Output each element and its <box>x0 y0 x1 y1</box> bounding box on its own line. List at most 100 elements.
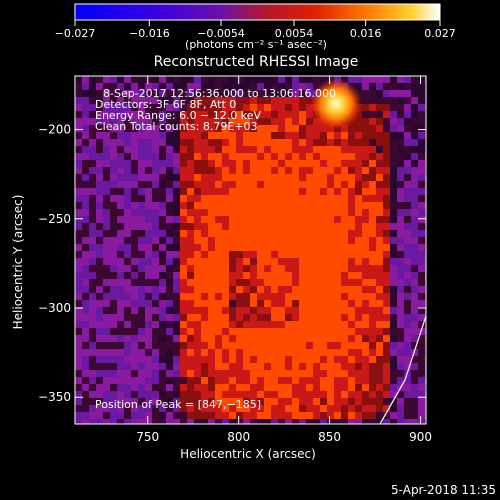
colorbar-tick-label: 0.0054 <box>275 27 314 40</box>
heatmap-cell <box>341 195 348 202</box>
heatmap-cell <box>173 286 180 293</box>
heatmap-cell <box>334 293 341 300</box>
heatmap-cell <box>215 188 222 195</box>
heatmap-cell <box>334 195 341 202</box>
heatmap-cell <box>278 349 285 356</box>
heatmap-cell <box>110 83 117 90</box>
heatmap-cell <box>369 167 376 174</box>
heatmap-cell <box>236 377 243 384</box>
heatmap-cell <box>75 132 82 139</box>
heatmap-cell <box>131 321 138 328</box>
heatmap-cell <box>173 97 180 104</box>
heatmap-cell <box>236 286 243 293</box>
heatmap-cell <box>264 293 271 300</box>
heatmap-cell <box>145 356 152 363</box>
heatmap-cell <box>285 160 292 167</box>
heatmap-cell <box>222 356 229 363</box>
heatmap-cell <box>313 83 320 90</box>
heatmap-cell <box>110 153 117 160</box>
heatmap-cell <box>152 251 159 258</box>
heatmap-cell <box>418 279 425 286</box>
heatmap-cell <box>264 167 271 174</box>
heatmap-cell <box>124 125 131 132</box>
heatmap-cell <box>369 139 376 146</box>
heatmap-cell <box>397 167 404 174</box>
heatmap-cell <box>299 90 306 97</box>
heatmap-cell <box>159 104 166 111</box>
colorbar-tick-label: −0.027 <box>55 27 96 40</box>
heatmap-cell <box>306 314 313 321</box>
heatmap-cell <box>334 167 341 174</box>
heatmap-cell <box>103 419 110 424</box>
heatmap-cell <box>194 125 201 132</box>
heatmap-cell <box>299 174 306 181</box>
heatmap-cell <box>82 181 89 188</box>
heatmap-cell <box>229 335 236 342</box>
heatmap-cell <box>201 83 208 90</box>
heatmap-cell <box>208 356 215 363</box>
heatmap-cell <box>75 181 82 188</box>
heatmap-cell <box>166 104 173 111</box>
heatmap-cell <box>397 321 404 328</box>
heatmap-cell <box>299 139 306 146</box>
heatmap-cell <box>124 146 131 153</box>
heatmap-cell <box>369 258 376 265</box>
heatmap-cell <box>110 230 117 237</box>
heatmap-cell <box>124 412 131 419</box>
heatmap-cell <box>82 153 89 160</box>
heatmap-cell <box>306 307 313 314</box>
heatmap-cell <box>327 356 334 363</box>
heatmap-cell <box>236 90 243 97</box>
heatmap-cell <box>152 349 159 356</box>
heatmap-cell <box>117 342 124 349</box>
heatmap-cell <box>292 363 299 370</box>
heatmap-cell <box>299 209 306 216</box>
heatmap-cell <box>229 384 236 391</box>
heatmap-cell <box>292 349 299 356</box>
heatmap-cell <box>369 321 376 328</box>
heatmap-cell <box>411 335 418 342</box>
heatmap-cell <box>341 237 348 244</box>
heatmap-cell <box>306 321 313 328</box>
heatmap-cell <box>89 181 96 188</box>
heatmap-cell <box>390 405 397 412</box>
heatmap-cell <box>341 258 348 265</box>
heatmap-cell <box>222 265 229 272</box>
heatmap-cell <box>243 160 250 167</box>
heatmap-cell <box>145 251 152 258</box>
heatmap-cell <box>313 258 320 265</box>
heatmap-cell <box>411 90 418 97</box>
heatmap-cell <box>257 398 264 405</box>
heatmap-cell <box>278 97 285 104</box>
heatmap-cell <box>208 370 215 377</box>
heatmap-cell <box>348 125 355 132</box>
heatmap-cell <box>264 342 271 349</box>
heatmap-cell <box>397 90 404 97</box>
heatmap-cell <box>187 188 194 195</box>
heatmap-cell <box>201 349 208 356</box>
heatmap-cell <box>264 419 271 424</box>
heatmap-cell <box>271 384 278 391</box>
heatmap-cell <box>285 104 292 111</box>
heatmap-cell <box>96 398 103 405</box>
heatmap-cell <box>313 188 320 195</box>
heatmap-cell <box>264 356 271 363</box>
heatmap-cell <box>362 167 369 174</box>
heatmap-cell <box>222 384 229 391</box>
heatmap-cell <box>110 321 117 328</box>
heatmap-cell <box>159 181 166 188</box>
heatmap-cell <box>292 223 299 230</box>
heatmap-cell <box>250 370 257 377</box>
heatmap-cell <box>222 363 229 370</box>
heatmap-cell <box>145 314 152 321</box>
heatmap-cell <box>383 342 390 349</box>
heatmap-cell <box>110 167 117 174</box>
heatmap-cell <box>145 97 152 104</box>
heatmap-cell <box>96 195 103 202</box>
heatmap-cell <box>327 405 334 412</box>
heatmap-cell <box>292 398 299 405</box>
heatmap-cell <box>75 279 82 286</box>
heatmap-cell <box>278 328 285 335</box>
heatmap-cell <box>404 419 411 424</box>
heatmap-cell <box>404 272 411 279</box>
